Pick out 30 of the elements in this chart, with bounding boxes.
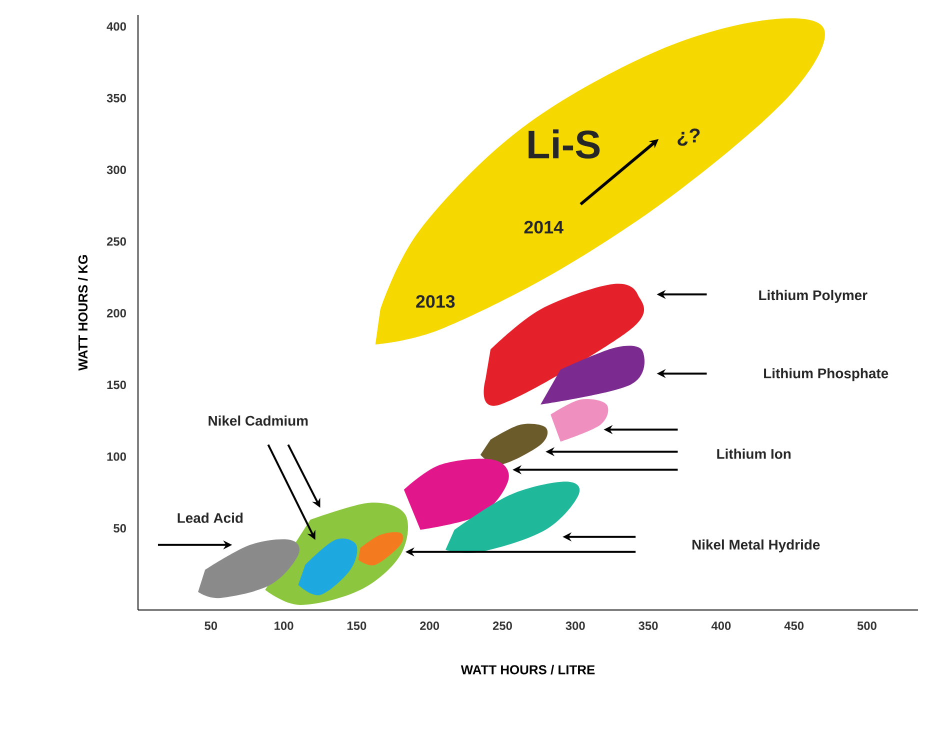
annotation: Lithium Ion	[717, 448, 791, 459]
x-tick-label: 300	[566, 622, 585, 630]
x-tick-label: 250	[492, 622, 512, 630]
y-tick-label: 400	[106, 22, 126, 31]
x-tick-label: 200	[420, 622, 440, 630]
y-tick-label: 50	[114, 524, 126, 532]
annotation: ¿?	[678, 128, 700, 146]
annotation: 2014	[524, 220, 564, 234]
x-tick-label: 450	[784, 622, 804, 630]
x-tick-label: 50	[204, 622, 218, 630]
y-tick-label: 150	[107, 380, 126, 390]
x-tick-label: 150	[347, 622, 366, 630]
annotation: 2013	[416, 295, 455, 308]
x-tick-label: 100	[274, 622, 294, 630]
annotation: Li-S	[528, 129, 600, 159]
y-tick-label: 200	[106, 308, 126, 318]
x-tick-label: 500	[857, 622, 876, 630]
y-tick-label: 350	[106, 94, 126, 102]
x-tick-label: 350	[638, 622, 658, 630]
y-tick-label: 300	[106, 166, 126, 174]
y-tick-label: 250	[106, 237, 126, 246]
y-tick-label: 100	[107, 452, 126, 461]
annotation: Nikel Cadmium	[208, 415, 308, 426]
annotation: Nikel Metal Hydride	[692, 539, 820, 552]
x-tick-label: 400	[711, 622, 731, 630]
annotation: Lead Acid	[178, 512, 243, 523]
annotation: Lithium Polymer	[759, 290, 868, 303]
x-axis-title: WATT HOURS / LITRE	[460, 664, 595, 674]
annotation: Lithium Phosphate	[764, 368, 888, 382]
y-axis-title: WATT HOURS / KG	[78, 255, 88, 371]
